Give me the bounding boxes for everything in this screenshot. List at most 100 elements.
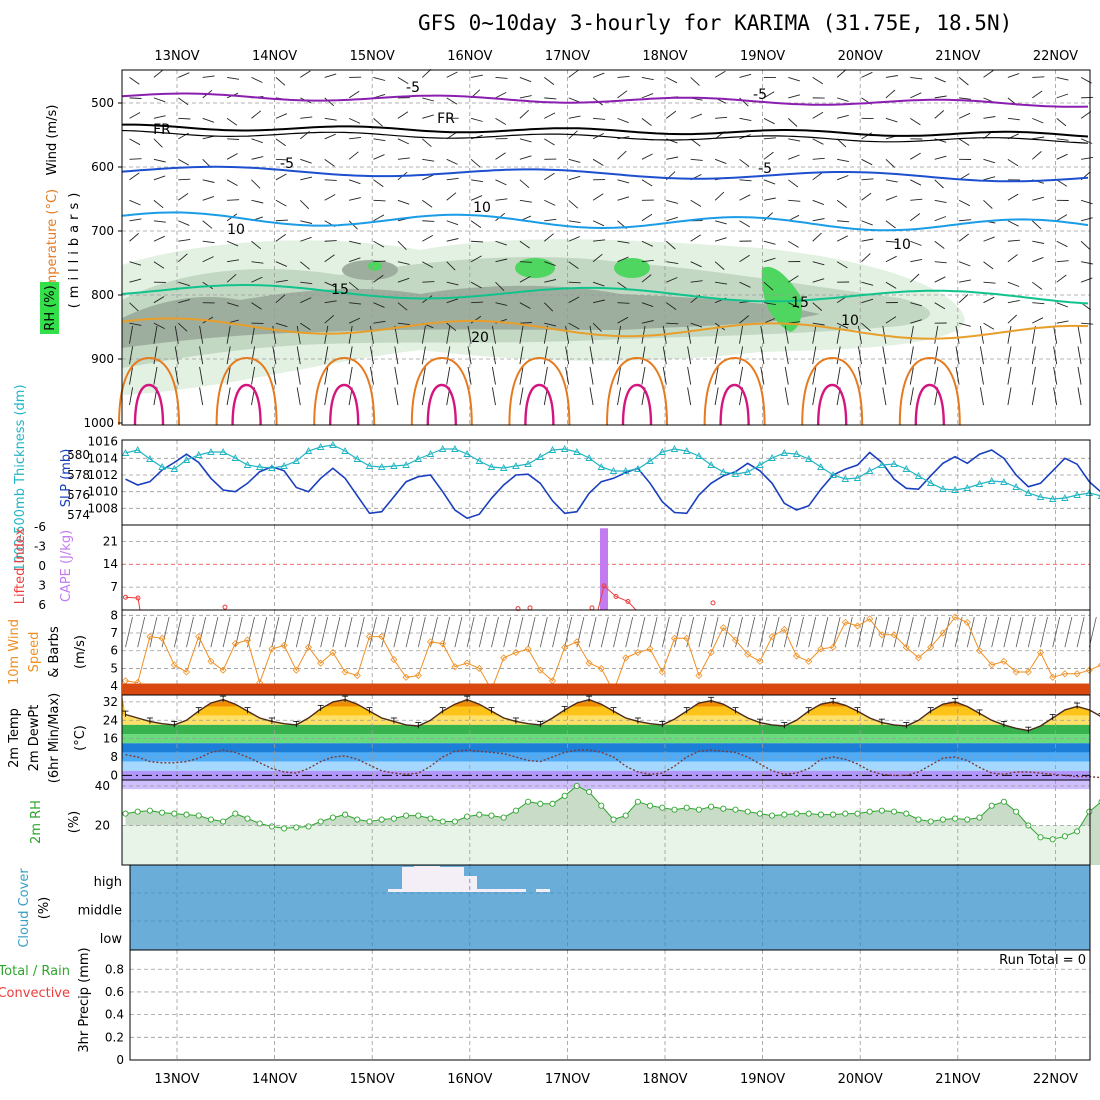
contour-25 <box>703 356 766 426</box>
contour-freezing-dup <box>121 129 1089 144</box>
wind-speed-marker <box>365 632 374 641</box>
contour-label: 10 <box>227 222 245 238</box>
wind-barb <box>1080 199 1093 205</box>
thickness-marker <box>768 454 776 461</box>
wind-barb-10m <box>783 616 792 648</box>
wind-barb <box>153 220 166 223</box>
rh2m-marker <box>866 808 873 815</box>
wind-speed-marker <box>597 664 605 673</box>
wind-barb <box>617 256 629 263</box>
temp-mask <box>122 695 1100 733</box>
wind-barb <box>446 158 458 165</box>
wind-barb <box>861 281 874 286</box>
wind-barb-10m <box>649 616 658 648</box>
wind-barb <box>324 387 329 406</box>
rh2m-marker <box>390 815 397 822</box>
rh2m-marker <box>1037 834 1044 841</box>
wind-barb <box>617 117 629 124</box>
upper-air-frame <box>121 69 1091 426</box>
wind-barb <box>565 366 570 385</box>
wind-barb <box>885 75 898 78</box>
rh2m-marker <box>415 812 422 819</box>
wind-barb <box>397 199 410 205</box>
wind-barb <box>129 199 141 206</box>
wind-speed-marker <box>536 666 544 674</box>
wind-barb <box>812 172 823 181</box>
wind-barb <box>739 194 751 201</box>
thickness-marker <box>646 457 654 464</box>
contour-25 <box>508 356 571 426</box>
rh2m-marker <box>525 798 532 805</box>
wind-barb <box>275 294 286 304</box>
wind-barb-10m <box>1027 616 1036 648</box>
wind-speed-marker <box>695 671 703 680</box>
wind-barb <box>666 110 677 119</box>
wind-barb <box>666 199 679 204</box>
wind-barb <box>1032 317 1044 324</box>
label-temperature: Temperature (°C) <box>45 189 60 302</box>
wind-speed-marker <box>170 661 178 669</box>
wind-barb <box>467 325 472 344</box>
wind-barb-10m <box>478 616 487 648</box>
wind-speed-marker <box>304 643 313 651</box>
wind-barb <box>812 138 824 145</box>
wind-barb <box>1053 346 1058 365</box>
wind-barb <box>739 281 751 288</box>
rh2m-marker <box>964 816 971 823</box>
rh2m-marker <box>976 814 983 821</box>
wind-barb <box>178 220 190 226</box>
thickness-marker <box>304 447 313 454</box>
wind-barb <box>519 346 524 365</box>
wind-speed-marker <box>573 638 581 646</box>
rh2m-marker <box>647 802 654 809</box>
wind-barb <box>836 69 847 78</box>
wind-barb <box>324 194 336 201</box>
date-label-bottom: 22NOV <box>1033 1072 1078 1087</box>
wind-barb-10m <box>942 616 951 648</box>
rh2m-marker <box>830 811 837 818</box>
label-2m-rh: 2m RH <box>29 800 44 844</box>
wind-barb <box>275 138 286 147</box>
thickness-marker <box>939 485 947 492</box>
thickness-marker <box>231 454 240 461</box>
wind-barb <box>272 346 277 365</box>
rh2m-series <box>122 782 1100 865</box>
wind-speed-marker <box>780 625 788 634</box>
wind-barb <box>129 172 140 181</box>
wind-barb <box>589 346 594 365</box>
wind-barb <box>934 110 945 119</box>
contour-10 <box>121 211 1089 232</box>
wind-barb <box>422 114 434 119</box>
wind-barb-10m <box>674 616 682 648</box>
wind-barb <box>153 138 163 148</box>
wind-barb <box>857 325 862 344</box>
thickness-marker <box>975 480 984 487</box>
thickness-marker <box>536 453 545 460</box>
wind-barb <box>909 387 914 406</box>
wind-barb <box>202 240 215 244</box>
date-label-top: 13NOV <box>154 49 199 64</box>
wind-barb <box>836 97 849 102</box>
wind-barb <box>812 325 817 344</box>
wind-barb <box>1081 322 1094 325</box>
wind-barb <box>714 237 727 242</box>
wind-barb <box>861 322 871 332</box>
wind-barb <box>251 179 261 189</box>
contour-label: 10 <box>473 200 491 216</box>
wind-barb <box>934 302 946 310</box>
contour-label: 15 <box>791 295 809 311</box>
wind-barb <box>641 118 652 126</box>
wind-barb <box>129 138 141 146</box>
label-rh: RH (%) <box>40 282 59 334</box>
wind-speed-marker <box>890 631 898 639</box>
wind-barb <box>641 366 646 385</box>
wind-barb <box>739 325 744 344</box>
wind-barb-10m <box>735 616 743 648</box>
rh2m-marker <box>1086 808 1093 815</box>
wind-barb <box>812 302 823 311</box>
temp-band <box>122 724 1090 735</box>
wind-barb <box>1032 90 1043 99</box>
thickness-marker <box>817 463 825 470</box>
wind-barb <box>857 366 862 385</box>
rh2m-marker <box>256 820 263 827</box>
